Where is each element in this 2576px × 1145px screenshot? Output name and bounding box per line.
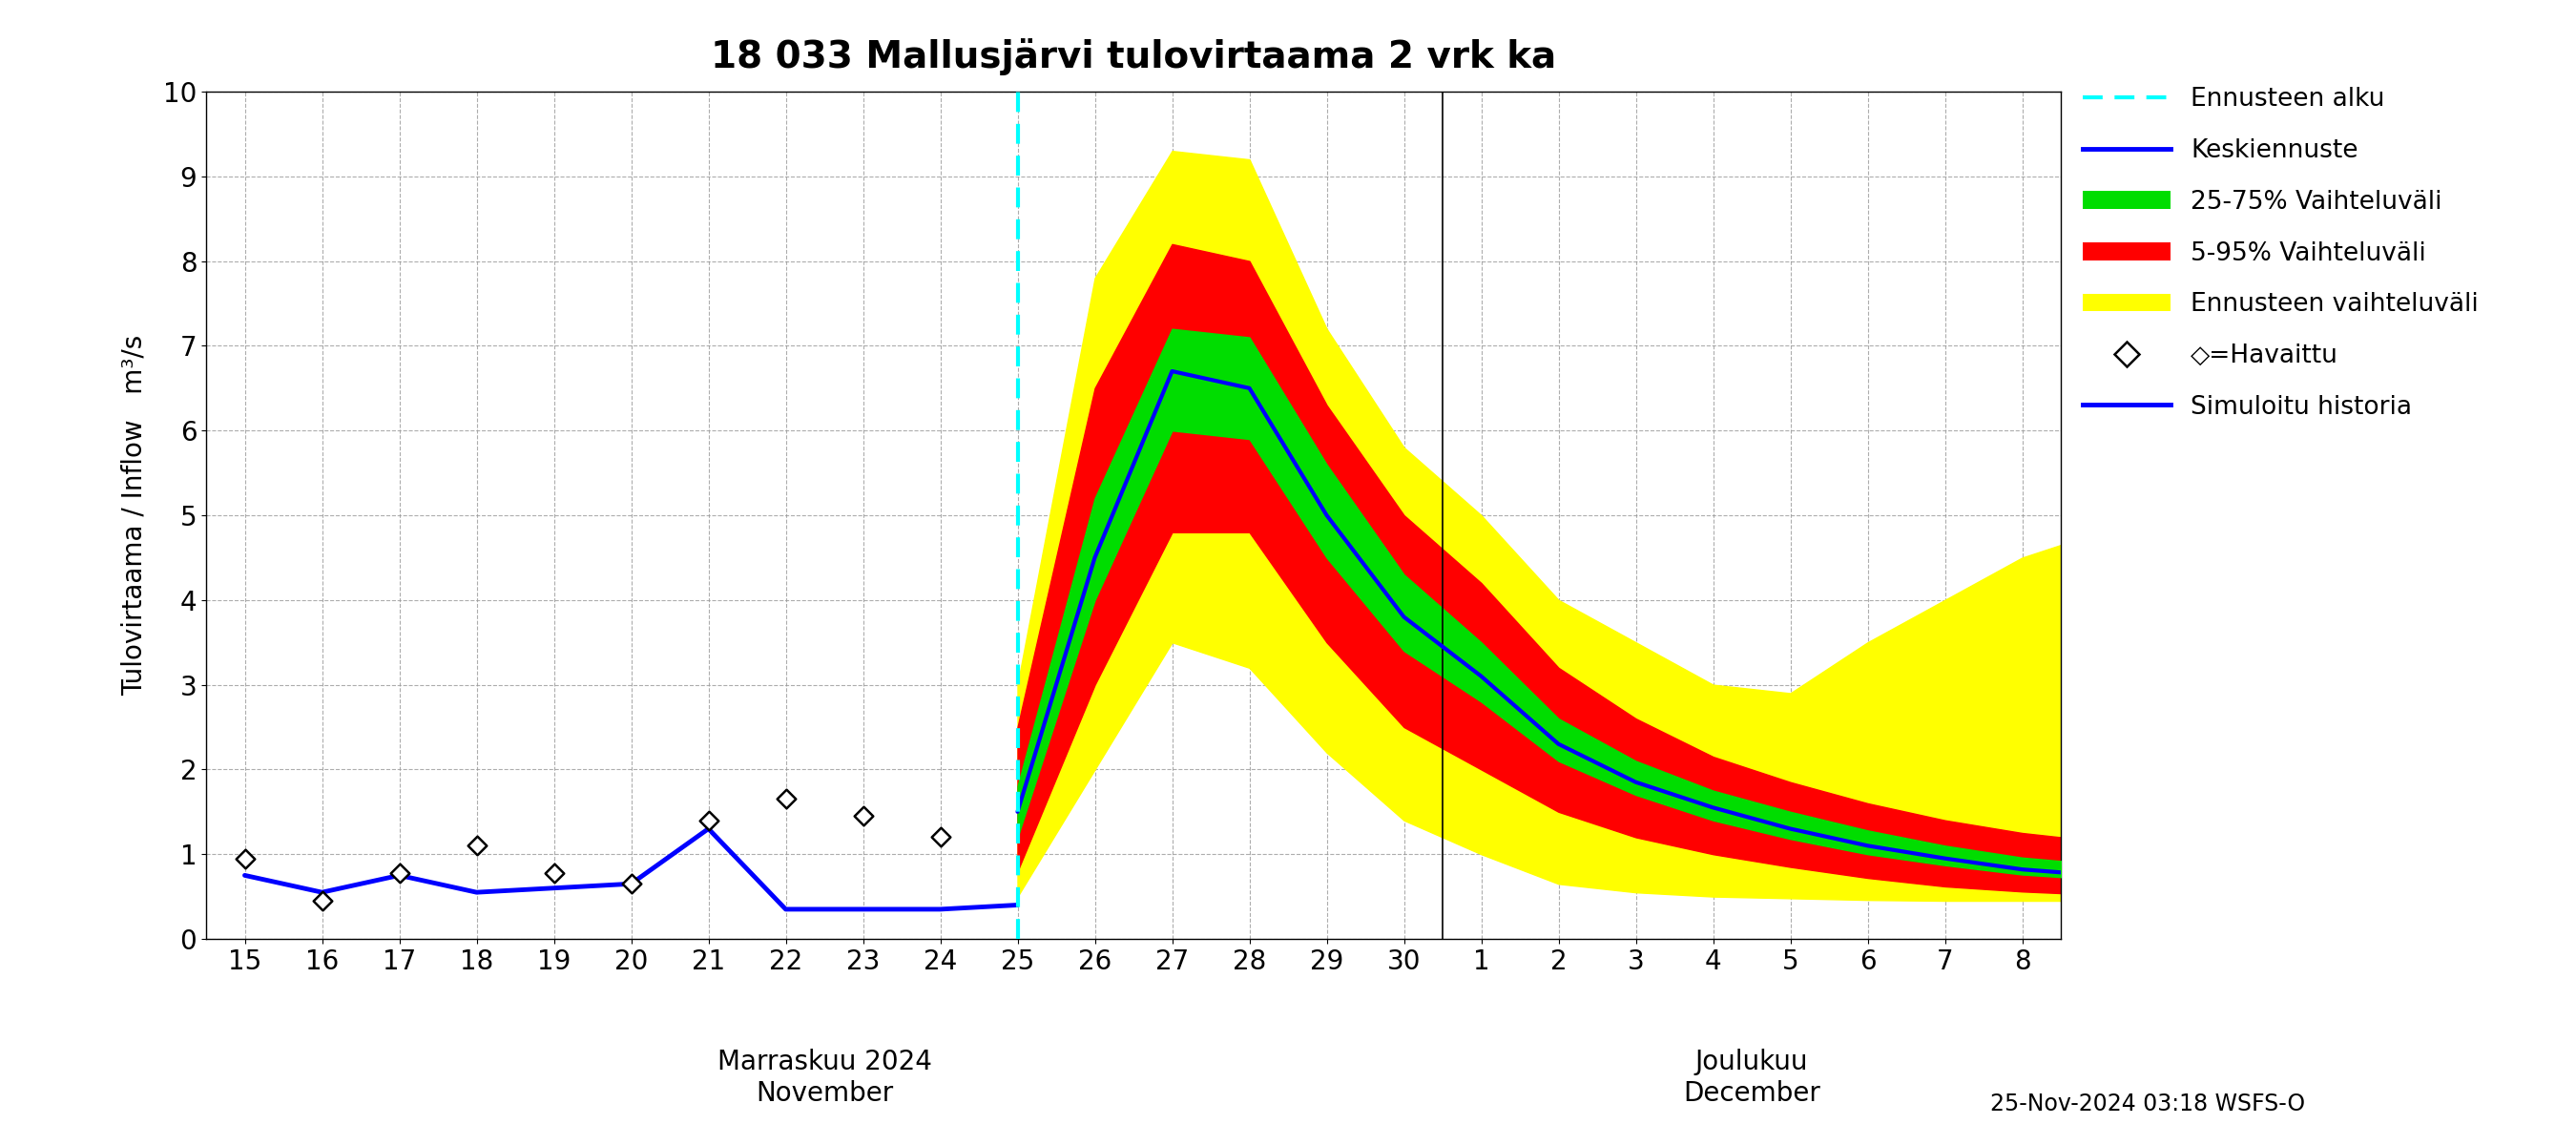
Title: 18 033 Mallusjärvi tulovirtaama 2 vrk ka: 18 033 Mallusjärvi tulovirtaama 2 vrk ka: [711, 38, 1556, 76]
Point: [842, 807, 884, 826]
Point: [456, 837, 497, 855]
Point: [533, 863, 574, 882]
Point: [301, 892, 343, 910]
Y-axis label: Tulovirtaama / Inflow   m³/s: Tulovirtaama / Inflow m³/s: [121, 334, 147, 696]
Point: [920, 828, 961, 846]
Text: Marraskuu 2024
November: Marraskuu 2024 November: [716, 1049, 933, 1107]
Text: 25-Nov-2024 03:18 WSFS-O: 25-Nov-2024 03:18 WSFS-O: [1991, 1092, 2306, 1115]
Text: Joulukuu
December: Joulukuu December: [1682, 1049, 1821, 1107]
Legend: Ennusteen alku, Keskiennuste, 25-75% Vaihteluväli, 5-95% Vaihteluväli, Ennusteen: Ennusteen alku, Keskiennuste, 25-75% Vai…: [2081, 87, 2478, 419]
Point: [688, 811, 729, 829]
Point: [379, 863, 420, 882]
Point: [224, 850, 265, 868]
Point: [765, 790, 806, 808]
Point: [611, 875, 652, 893]
